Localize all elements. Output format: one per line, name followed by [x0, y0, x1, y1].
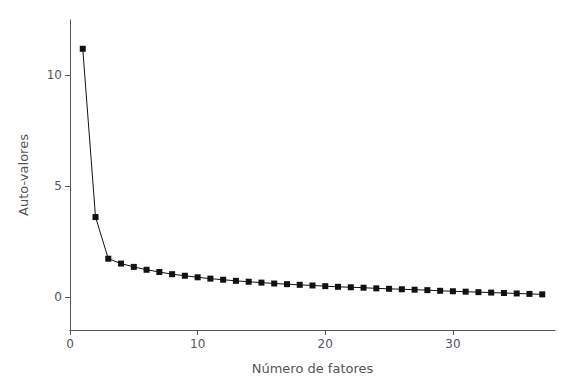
svg-text:5: 5 [54, 179, 62, 193]
svg-text:Auto-valores: Auto-valores [16, 134, 31, 216]
svg-text:Número de fatores: Número de fatores [252, 361, 374, 376]
svg-text:0: 0 [54, 290, 62, 304]
svg-text:0: 0 [66, 337, 74, 351]
svg-text:20: 20 [318, 337, 333, 351]
svg-text:10: 10 [47, 68, 62, 82]
svg-text:10: 10 [190, 337, 205, 351]
svg-text:30: 30 [445, 337, 460, 351]
